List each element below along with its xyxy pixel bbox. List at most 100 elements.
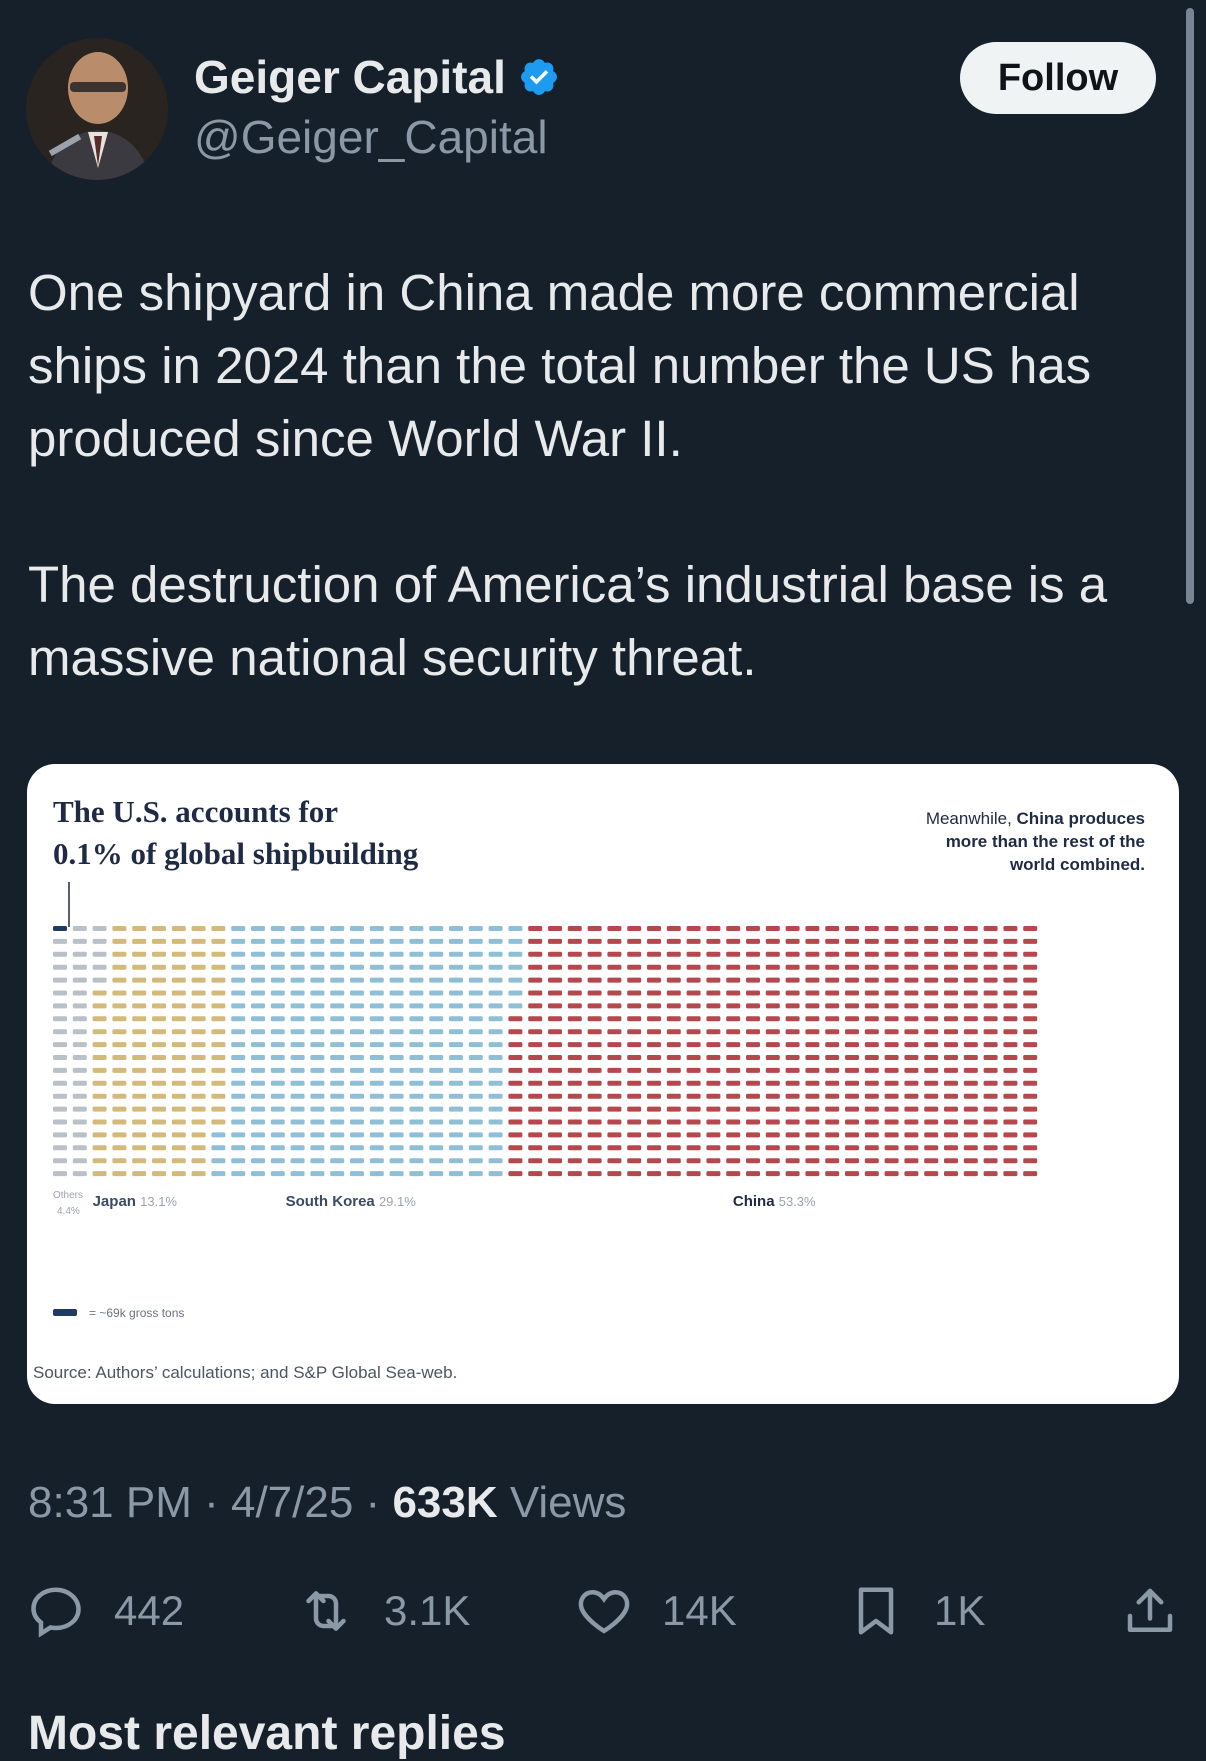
waffle-cell-japan <box>132 926 147 931</box>
waffle-cell-china <box>528 1132 543 1138</box>
waffle-cell-south-korea <box>429 1003 444 1009</box>
waffle-cell-japan <box>211 1055 226 1060</box>
waffle-cell-south-korea <box>369 1067 384 1073</box>
tweet-date[interactable]: 4/7/25 <box>230 1478 354 1527</box>
waffle-cell-china <box>864 990 879 996</box>
waffle-cell-japan <box>211 951 226 957</box>
waffle-cell-japan <box>191 1106 206 1112</box>
waffle-cell-south-korea <box>290 1119 305 1125</box>
waffle-cell-japan <box>92 1067 107 1073</box>
waffle-cell-south-korea <box>330 1132 345 1138</box>
waffle-cell-china <box>587 977 602 983</box>
waffle-cell-china <box>1003 926 1018 931</box>
waffle-cell-china <box>587 1003 602 1009</box>
bookmark-button[interactable]: 1K <box>846 1576 985 1646</box>
waffle-cell-china <box>686 1158 701 1164</box>
waffle-cell-japan <box>171 1016 186 1022</box>
waffle-cell-china <box>845 964 859 970</box>
waffle-cell-china <box>884 1119 899 1125</box>
waffle-cell-japan <box>211 1093 226 1099</box>
tweet-time[interactable]: 8:31 PM <box>28 1478 192 1527</box>
waffle-cell-china <box>825 1055 840 1060</box>
waffle-cell-south-korea <box>270 977 285 983</box>
waffle-cell-china <box>706 1106 721 1112</box>
tweet-paragraph: One shipyard in China made more commerci… <box>28 264 1092 467</box>
waffle-cell-china <box>884 1003 899 1009</box>
waffle-cell-china <box>765 1016 780 1022</box>
waffle-cell-china <box>864 1106 879 1112</box>
waffle-cell-china <box>706 1145 721 1151</box>
waffle-cell-china <box>647 1171 661 1177</box>
author-name[interactable]: Geiger Capital <box>194 50 560 104</box>
avatar[interactable] <box>26 38 168 180</box>
waffle-cell-china <box>528 977 543 983</box>
waffle-cell-others <box>72 1003 87 1009</box>
waffle-cell-china <box>785 1132 800 1138</box>
waffle-cell-china <box>904 951 919 957</box>
waffle-cell-others <box>53 1119 67 1125</box>
waffle-cell-south-korea <box>449 1042 463 1048</box>
waffle-cell-south-korea <box>231 1055 246 1060</box>
waffle-cell-china <box>785 964 800 970</box>
waffle-cell-japan <box>191 1067 206 1073</box>
waffle-cell-south-korea <box>409 1119 424 1125</box>
views-count[interactable]: 633K <box>392 1478 498 1527</box>
waffle-cell-south-korea <box>231 1132 246 1138</box>
waffle-cell-china <box>746 977 760 983</box>
waffle-cell-south-korea <box>330 1080 345 1086</box>
repost-button[interactable]: 3.1K <box>296 1576 470 1646</box>
waffle-cell-china <box>746 1042 760 1048</box>
reply-button[interactable]: 442 <box>26 1576 184 1646</box>
waffle-cell-south-korea <box>429 951 444 957</box>
waffle-cell-china <box>884 1171 899 1177</box>
waffle-cell-japan <box>191 1145 206 1151</box>
waffle-cell-china <box>805 951 820 957</box>
waffle-cell-china <box>666 938 681 944</box>
waffle-cell-china <box>864 1158 879 1164</box>
waffle-cell-china <box>765 926 780 931</box>
waffle-cell-china <box>845 938 859 944</box>
waffle-cell-china <box>548 990 562 996</box>
waffle-cell-china <box>706 1093 721 1099</box>
waffle-cell-china <box>686 1003 701 1009</box>
waffle-cell-south-korea <box>449 1080 463 1086</box>
category-label-china: China 53.3% <box>733 1193 816 1210</box>
chart-title-line1: The U.S. accounts for <box>53 794 338 829</box>
scrollbar[interactable] <box>1186 8 1194 604</box>
like-button[interactable]: 14K <box>574 1576 737 1646</box>
waffle-cell-others <box>92 938 107 944</box>
waffle-cell-south-korea <box>389 1119 404 1125</box>
waffle-cell-japan <box>92 1029 107 1035</box>
waffle-cell-south-korea <box>488 938 503 944</box>
waffle-cell-south-korea <box>389 1080 404 1086</box>
tweet-media-chart[interactable]: The U.S. accounts for 0.1% of global shi… <box>27 764 1179 1404</box>
waffle-cell-japan <box>211 1016 226 1022</box>
waffle-cell-south-korea <box>231 1158 246 1164</box>
follow-button[interactable]: Follow <box>960 42 1156 114</box>
waffle-cell-japan <box>112 1158 127 1164</box>
legend-text: = ~69k gross tons <box>89 1306 184 1320</box>
waffle-cell-south-korea <box>211 1145 226 1151</box>
author-handle[interactable]: @Geiger_Capital <box>194 111 548 163</box>
waffle-cell-china <box>944 938 958 944</box>
waffle-cell-china <box>1003 1016 1018 1022</box>
waffle-cell-china <box>904 1055 919 1060</box>
waffle-cell-south-korea <box>369 1093 384 1099</box>
waffle-cell-china <box>1023 1042 1038 1048</box>
waffle-cell-south-korea <box>488 1067 503 1073</box>
replies-section-header[interactable]: Most relevant replies <box>28 1707 506 1760</box>
waffle-cell-japan <box>191 1042 206 1048</box>
waffle-cell-china <box>785 1106 800 1112</box>
waffle-cell-south-korea <box>290 1080 305 1086</box>
waffle-cell-china <box>567 951 582 957</box>
waffle-cell-china <box>627 1067 642 1073</box>
share-button[interactable] <box>1120 1576 1180 1646</box>
waffle-cell-south-korea <box>369 1003 384 1009</box>
waffle-cell-south-korea <box>330 990 345 996</box>
waffle-cell-china <box>983 1158 998 1164</box>
category-value: 53.3% <box>779 1194 816 1209</box>
waffle-cell-china <box>686 1106 701 1112</box>
waffle-cell-china <box>627 1080 642 1086</box>
waffle-cell-china <box>944 1029 958 1035</box>
waffle-cell-japan <box>171 1003 186 1009</box>
